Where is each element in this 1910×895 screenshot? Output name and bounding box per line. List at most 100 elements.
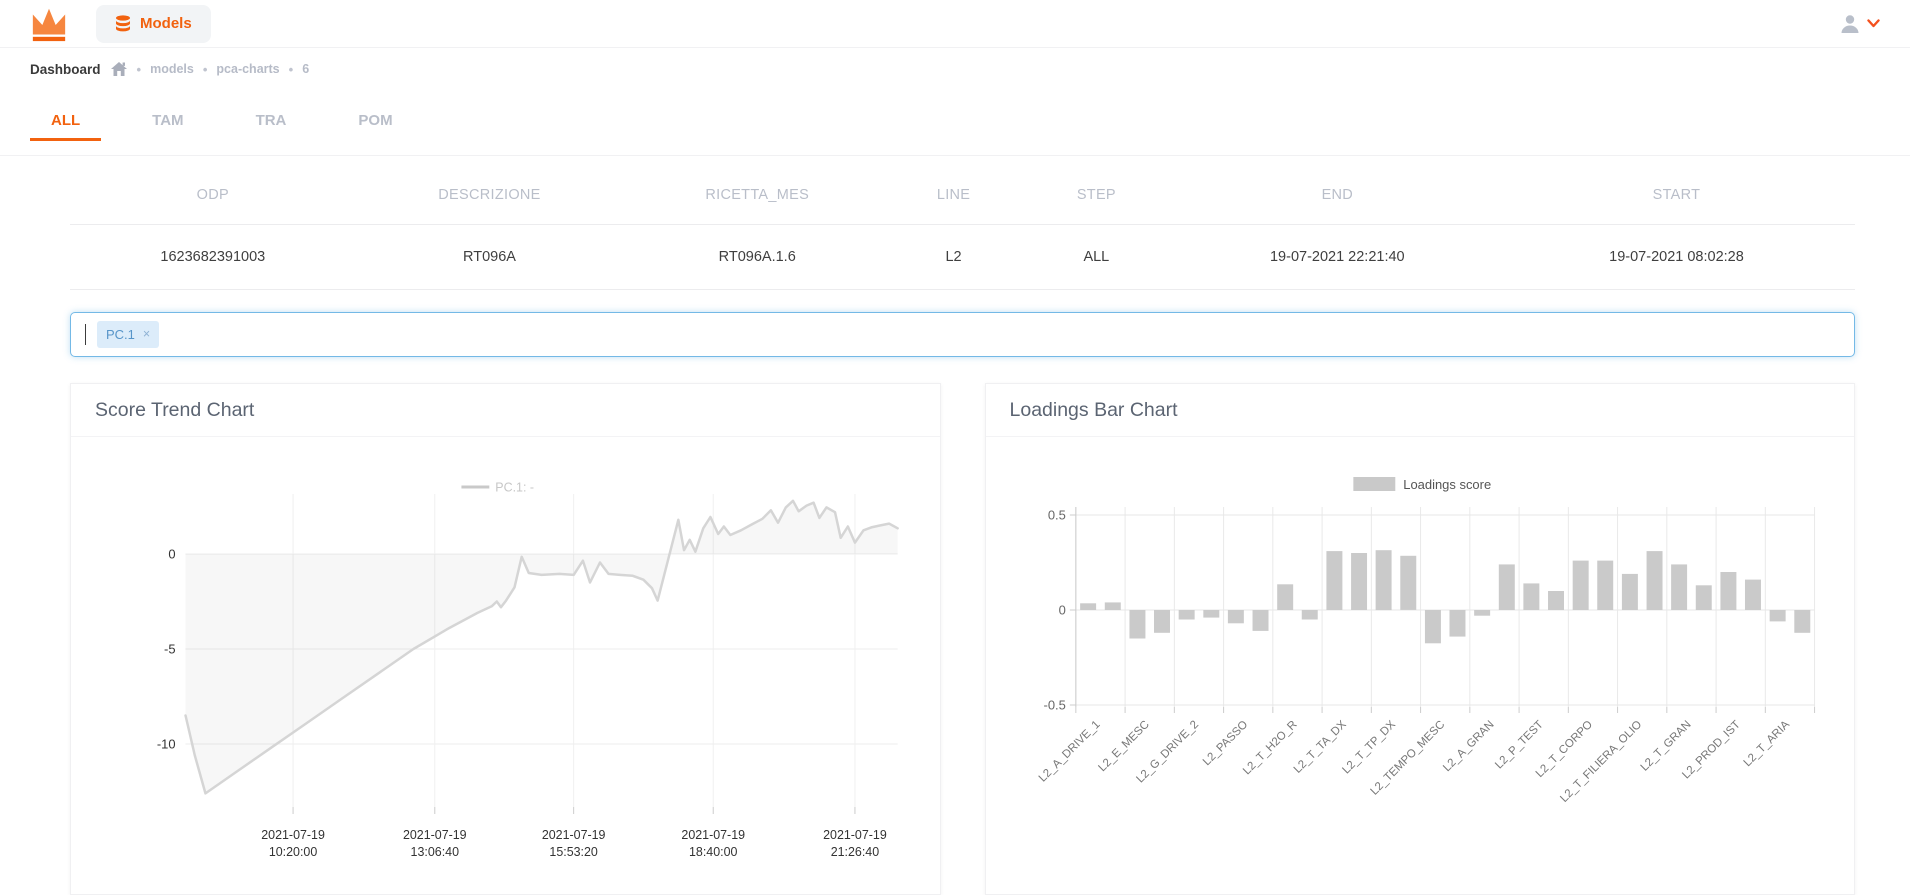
filter-chip-pc.1[interactable]: PC.1 × (97, 321, 160, 348)
cell: RT096A (355, 224, 624, 290)
charts-section: Score Trend Chart 0 -5 -10 2021-07-19 10:20:… (70, 383, 1855, 895)
loadings-bar-chart[interactable]: 0.50-0.5L2_A_DRIVE_1L2_E_MESCL2_G_DRIVE_… (986, 437, 1855, 889)
x-axis-label: 2021-07-19 15:53:20 (542, 828, 606, 859)
bar (1448, 610, 1465, 637)
x-axis-label: 2021-07-19 13:06:40 (403, 828, 467, 859)
x-axis-label: 2021-07-19 21:26:40 (823, 828, 887, 859)
tab-tam[interactable]: TAM (152, 112, 184, 129)
column-header-line: LINE (891, 160, 1017, 225)
bar (1473, 610, 1490, 616)
x-axis-label: L2_E_MESC (1096, 719, 1151, 774)
bar (1424, 610, 1441, 644)
legend-label: PC.1: - (495, 480, 534, 494)
score-trend-card-header: Score Trend Chart (71, 384, 940, 437)
x-axis-label: L2_P_TEST (1493, 719, 1546, 772)
bar (1128, 610, 1145, 639)
y-axis-label: 0.5 (1047, 507, 1065, 522)
column-header-start: START (1497, 160, 1855, 225)
x-axis-label: L2_A_DRIVE_1 (1036, 719, 1102, 785)
tab-all[interactable]: ALL (30, 102, 102, 141)
models-button-label: Models (140, 15, 192, 32)
breadcrumb-separator: • (288, 61, 294, 77)
x-axis-label: 2021-07-19 10:20:00 (261, 828, 325, 859)
bar (1646, 551, 1663, 610)
y-axis-label: 0 (1058, 602, 1065, 617)
bar (1719, 572, 1736, 610)
top-navbar: Models (0, 0, 1910, 48)
bar (1522, 583, 1539, 610)
loadings-bar-card-header: Loadings Bar Chart (985, 384, 1854, 437)
bar (1227, 610, 1244, 624)
tab-pom[interactable]: POM (358, 112, 393, 129)
bar (1202, 610, 1219, 618)
bar (1596, 560, 1613, 610)
y-axis-label: 0 (168, 546, 175, 561)
bar (1670, 564, 1687, 610)
breadcrumb-separator: • (202, 61, 208, 77)
user-avatar-icon (1841, 14, 1859, 33)
breadcrumb-item-6[interactable]: 6 (302, 62, 310, 76)
pc-filter-input[interactable]: PC.1 × (70, 312, 1855, 357)
bar (1572, 560, 1589, 610)
column-header-step: STEP (1016, 160, 1177, 225)
models-button[interactable]: Models (96, 4, 211, 43)
bar (1769, 610, 1786, 622)
database-icon (116, 14, 130, 31)
area-fill (185, 500, 898, 794)
breadcrumb-item-models[interactable]: models (150, 62, 194, 76)
bar (1793, 610, 1810, 633)
bar (1153, 610, 1170, 633)
cell: 1623682391003 (70, 224, 356, 290)
tab-tra[interactable]: TRA (255, 112, 287, 129)
bar (1744, 579, 1761, 610)
breadcrumb-separator: • (136, 61, 142, 77)
x-axis-label: L2_T_GRAN (1638, 719, 1693, 774)
bar (1399, 555, 1416, 610)
cell: 19-07-2021 22:21:40 (1176, 224, 1498, 290)
bar (1178, 610, 1195, 620)
x-axis-label: 2021-07-19 18:40:00 (681, 828, 745, 859)
loadings-bar-card: Loadings Bar Chart 0.5 0 -0.5 L2_A_DRIVE_1 L… (984, 383, 1855, 895)
table-row[interactable]: 1623682391003 RT096A RT096A.1.6 L2 ALL 19-07-… (70, 224, 1855, 290)
chip-remove-icon[interactable]: × (142, 327, 151, 342)
score-trend-title: Score Trend Chart (95, 399, 255, 421)
user-menu[interactable] (1838, 12, 1888, 36)
cell: 19-07-2021 08:02:28 (1497, 224, 1855, 290)
y-axis-label: -0.5 (1043, 697, 1065, 712)
bar (1695, 585, 1712, 610)
app-logo-crown-icon[interactable] (30, 5, 68, 43)
legend-bar-swatch (1352, 477, 1395, 491)
cell: L2 (891, 224, 1017, 290)
bar (1375, 550, 1392, 611)
bar (1276, 584, 1293, 610)
bar (1547, 591, 1564, 610)
bar (1079, 603, 1096, 610)
bar (1104, 602, 1121, 610)
column-header-end: END (1176, 160, 1498, 225)
breadcrumb-item-pca-charts[interactable]: pca-charts (216, 62, 280, 76)
home-icon[interactable] (110, 61, 128, 77)
x-axis-label: L2_PASSO (1200, 719, 1249, 769)
score-trend-chart[interactable]: 0 -5 -10 2021-07-19 10:20:00 2021-07-19 13:06:… (71, 437, 940, 889)
cell: ALL (1016, 224, 1177, 290)
chip-label: PC.1 (106, 327, 135, 342)
bar (1350, 553, 1367, 610)
step-tabs: ALL TAM TRA POM (0, 90, 1910, 156)
score-trend-card: Score Trend Chart 0 -5 -10 2021-07-19 10:20:… (70, 383, 941, 895)
bar (1325, 551, 1342, 610)
bar (1498, 564, 1515, 610)
x-axis-label: L2_T_ARIA (1741, 718, 1792, 769)
cell: RT096A.1.6 (623, 224, 892, 290)
y-axis-label: -10 (157, 736, 176, 751)
bar (1621, 573, 1638, 610)
breadcrumb: Dashboard • models • pca-charts • 6 (0, 48, 1910, 90)
bar (1252, 610, 1269, 631)
text-cursor (85, 324, 86, 345)
loadings-bar-title: Loadings Bar Chart (1009, 399, 1178, 421)
column-header-odp: ODP (70, 160, 356, 225)
odp-table-wrap: ODP DESCRIZIONE RICETTA_MES LINE STEP END STAR… (70, 160, 1855, 290)
column-header-ricetta_mes: RICETTA_MES (623, 160, 892, 225)
bar (1301, 610, 1318, 620)
x-axis-label: L2_T_FILIERA_OLIO (1558, 719, 1644, 805)
legend-label: Loadings score (1403, 477, 1491, 492)
